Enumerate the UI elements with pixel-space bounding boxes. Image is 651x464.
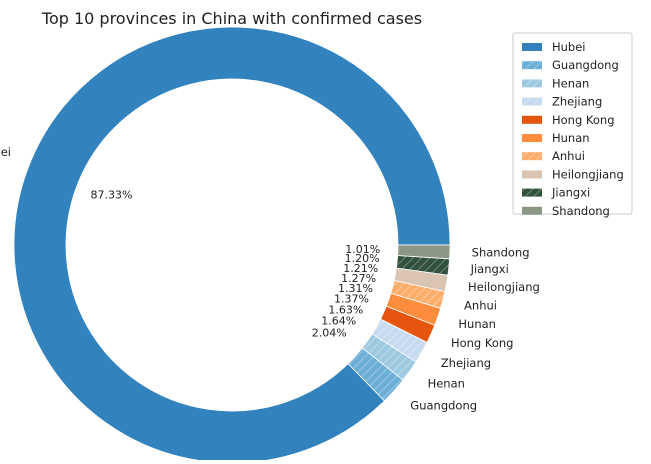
category-label-hong-kong: Hong Kong bbox=[451, 336, 514, 350]
legend-swatch-zhejiang bbox=[522, 97, 542, 106]
legend-label-guangdong: Guangdong bbox=[552, 58, 619, 72]
percent-label-henan: 1.64% bbox=[321, 315, 356, 328]
legend-label-hong-kong: Hong Kong bbox=[552, 113, 615, 127]
category-label-hubei: Hubei bbox=[0, 145, 11, 159]
percent-label-anhui: 1.27% bbox=[341, 272, 376, 285]
percent-label-jiangxi: 1.20% bbox=[345, 252, 380, 265]
category-labels-group: Hubei Guangdong Henan Zhejiang Hong Kong Huna… bbox=[0, 145, 540, 412]
slice-shandong bbox=[397, 244, 451, 260]
legend-swatch-guangdong bbox=[522, 61, 542, 70]
legend-swatch-heilongjiang bbox=[522, 170, 542, 179]
category-label-zhejiang: Zhejiang bbox=[441, 356, 491, 370]
legend: Hubei Guangdong Henan Zhejiang Hong Kong Huna… bbox=[512, 32, 633, 218]
slice-hubei bbox=[13, 26, 451, 464]
percent-label-hubei: 87.33% bbox=[90, 188, 132, 201]
legend-label-hubei: Hubei bbox=[552, 40, 586, 54]
legend-swatch-jiangxi bbox=[522, 188, 542, 197]
legend-frame bbox=[512, 32, 633, 215]
percent-label-guangdong: 2.04% bbox=[312, 326, 347, 339]
category-label-anhui: Anhui bbox=[464, 298, 497, 312]
legend-swatch-henan bbox=[522, 79, 542, 88]
legend-label-jiangxi: Jiangxi bbox=[551, 186, 590, 200]
category-label-heilongjiang: Heilongjiang bbox=[468, 280, 540, 294]
legend-label-shandong: Shandong bbox=[552, 204, 610, 218]
percent-label-heilongjiang: 1.21% bbox=[343, 262, 378, 275]
category-label-hunan: Hunan bbox=[458, 317, 496, 331]
legend-swatch-shandong bbox=[522, 206, 542, 215]
legend-swatch-hong-kong bbox=[522, 115, 542, 124]
slices-group bbox=[13, 26, 451, 464]
percent-label-hunan: 1.31% bbox=[338, 282, 373, 295]
chart-title: Top 10 provinces in China with confirmed… bbox=[41, 9, 422, 28]
percent-label-zhejiang: 1.63% bbox=[328, 303, 363, 316]
legend-swatch-anhui bbox=[522, 152, 542, 161]
legend-label-anhui: Anhui bbox=[552, 149, 585, 163]
legend-label-hunan: Hunan bbox=[552, 131, 590, 145]
category-label-guangdong: Guangdong bbox=[410, 398, 477, 412]
percent-labels-group: 87.33% 2.04%1.64%1.63%1.37%1.31%1.27%1.21… bbox=[90, 188, 380, 339]
legend-label-zhejiang: Zhejiang bbox=[552, 95, 602, 109]
percent-label-hong-kong: 1.37% bbox=[334, 292, 369, 305]
legend-label-henan: Henan bbox=[552, 76, 589, 90]
category-label-henan: Henan bbox=[428, 377, 465, 391]
legend-swatch-hunan bbox=[522, 134, 542, 142]
legend-swatch-hubei bbox=[522, 43, 542, 51]
category-label-jiangxi: Jiangxi bbox=[470, 262, 509, 276]
category-label-shandong: Shandong bbox=[472, 246, 530, 260]
legend-label-heilongjiang: Heilongjiang bbox=[552, 167, 624, 181]
percent-label-shandong: 1.01% bbox=[345, 243, 380, 256]
